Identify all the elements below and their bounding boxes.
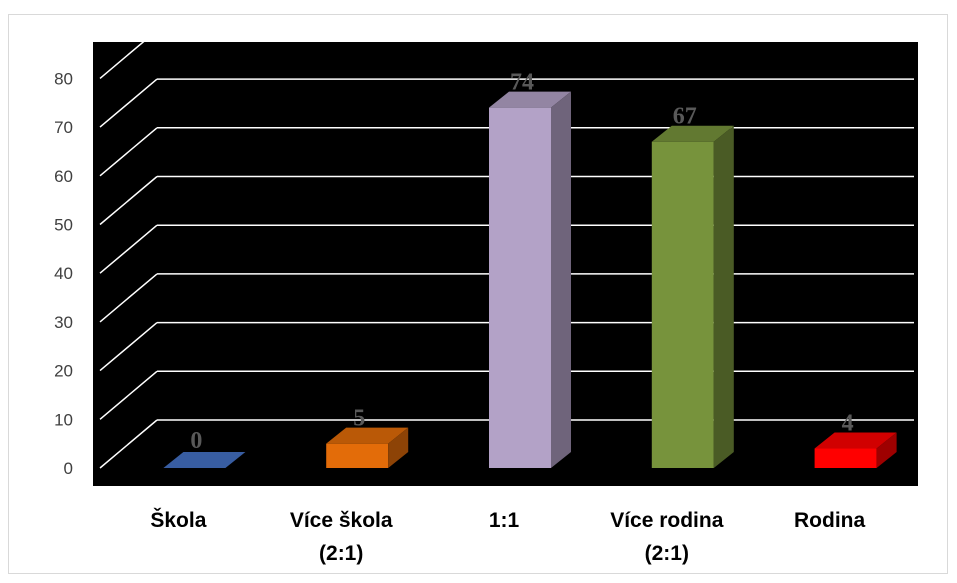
y-tick-label: 0 xyxy=(64,459,73,478)
gridline-diagonal xyxy=(99,322,158,372)
data-label: 74 xyxy=(510,70,534,96)
bar-top xyxy=(163,452,246,468)
y-tick-label: 40 xyxy=(54,264,73,283)
x-category-label: Více škola xyxy=(290,509,393,532)
bar xyxy=(651,141,714,468)
bar xyxy=(489,107,551,469)
x-category-label: (2:1) xyxy=(645,542,689,565)
gridline-diagonal xyxy=(99,127,158,177)
y-tick-label: 30 xyxy=(54,313,73,332)
bar-side xyxy=(551,91,571,469)
data-label: 0 xyxy=(190,428,202,454)
y-tick-label: 80 xyxy=(54,69,73,88)
x-category-label: Více rodina xyxy=(610,509,724,532)
bar xyxy=(814,448,877,468)
x-category-label: (2:1) xyxy=(319,542,363,565)
gridline-diagonal xyxy=(99,370,158,420)
gridline-diagonal xyxy=(99,273,158,323)
bar-top xyxy=(651,125,734,142)
bar xyxy=(326,443,389,468)
data-label: 4 xyxy=(842,411,854,437)
gridline-diagonal xyxy=(99,78,158,128)
y-tick-label: 50 xyxy=(54,216,73,235)
bar-side xyxy=(713,125,734,469)
bar-top xyxy=(326,427,409,444)
x-category-label: Rodina xyxy=(794,509,865,532)
gridline-diagonal xyxy=(99,419,158,469)
y-tick-label: 10 xyxy=(54,410,73,429)
bar-side xyxy=(876,432,897,468)
gridline-diagonal xyxy=(99,175,158,226)
data-label: 67 xyxy=(673,104,697,130)
data-label: 5 xyxy=(353,406,365,432)
y-tick-label: 70 xyxy=(54,118,73,137)
y-tick-label: 60 xyxy=(54,167,73,186)
bar-side xyxy=(388,427,409,468)
x-category-label: 1:1 xyxy=(489,509,520,532)
bar-top xyxy=(814,432,897,449)
bar-top xyxy=(489,91,571,108)
gridline-diagonal xyxy=(99,29,158,79)
gridline-diagonal xyxy=(99,224,158,274)
x-category-label: Škola xyxy=(150,508,206,532)
y-tick-label: 20 xyxy=(54,362,73,381)
